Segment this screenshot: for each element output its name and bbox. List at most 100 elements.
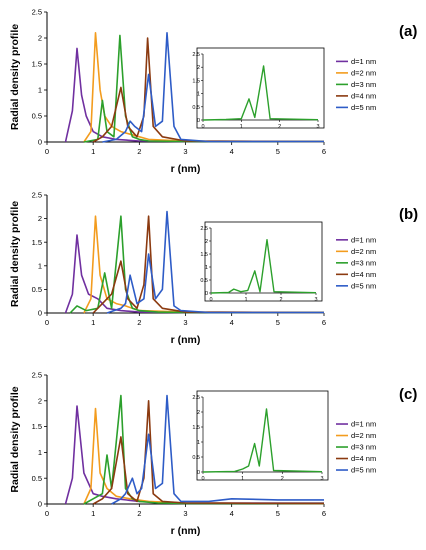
y-tick-label: 2.5 [32, 191, 42, 200]
x-axis-label: r (nm) [171, 525, 201, 537]
x-tick-label: 6 [322, 147, 326, 156]
inset-x-tick-label: 1 [241, 476, 244, 482]
legend-label-5: d=5 nm [351, 466, 376, 475]
chart-panel-c: 0 0.5 1 1.5 2 2.5 0 1 2 3 4 5 6 r (nm) Radial density … [9, 371, 417, 537]
y-tick-label: 1 [38, 261, 42, 270]
series-line-3 [83, 394, 324, 505]
inset-x-tick-label: 1 [244, 297, 247, 303]
inset-series-line-1 [202, 408, 323, 473]
x-tick-label: 2 [137, 318, 141, 327]
inset-y-tick-label: 1 [197, 92, 200, 98]
panel-label: (a) [399, 23, 417, 40]
series-line-5 [111, 394, 324, 505]
x-tick-label: 0 [45, 147, 49, 156]
panel-label: (b) [399, 206, 418, 223]
y-tick-label: 0 [38, 138, 42, 147]
x-tick-label: 5 [276, 147, 280, 156]
legend-label-2: d=2 nm [351, 247, 376, 256]
series-line-5 [102, 31, 324, 143]
inset-series-line-1 [210, 238, 317, 294]
inset-x-tick-label: 1 [240, 124, 243, 130]
chart-panel-a: 0 0.5 1 1.5 2 2.5 0 1 2 3 4 5 6 r (nm) Radial density … [9, 8, 417, 175]
inset-y-tick-label: 0 [205, 291, 208, 297]
y-tick-label: 1 [38, 448, 42, 457]
x-axis-label: r (nm) [171, 334, 201, 346]
series-line-4 [92, 37, 325, 143]
inset-y-tick-label: 1.5 [200, 252, 208, 258]
legend-label-5: d=5 nm [351, 103, 376, 112]
y-tick-label: 2.5 [32, 371, 42, 380]
legend-label-4: d=4 nm [351, 270, 376, 279]
x-tick-label: 4 [230, 318, 234, 327]
y-axis-label: Radial density profile [9, 386, 21, 492]
y-tick-label: 0 [38, 500, 42, 509]
inset-y-tick-label: 0.5 [192, 455, 200, 461]
inset-y-tick-label: 2 [197, 65, 200, 71]
x-tick-label: 4 [230, 509, 234, 518]
inset-y-tick-label: 2.5 [192, 52, 200, 58]
x-tick-label: 5 [276, 509, 280, 518]
y-tick-label: 0 [38, 309, 42, 318]
x-tick-label: 4 [230, 147, 234, 156]
x-tick-label: 6 [322, 318, 326, 327]
x-tick-label: 0 [45, 509, 49, 518]
y-axis-label: Radial density profile [9, 201, 21, 307]
inset-x-tick-label: 0 [201, 476, 204, 482]
inset-y-tick-label: 2.5 [192, 395, 200, 401]
y-tick-label: 2 [38, 214, 42, 223]
inset-chart: 0 0.5 1 1.5 2 2.5 0 1 2 3 [200, 221, 323, 303]
series-line-5 [106, 210, 324, 314]
inset-y-tick-label: 1.5 [192, 78, 200, 84]
inset-chart: 0 0.5 1 1.5 2 2.5 0 1 2 3 [192, 47, 325, 130]
y-tick-label: 1.5 [32, 422, 42, 431]
legend-label-1: d=1 nm [351, 420, 376, 429]
inset-y-tick-label: 2.5 [200, 226, 208, 232]
y-tick-label: 2 [38, 396, 42, 405]
inset-y-tick-label: 0 [197, 118, 200, 124]
y-tick-label: 0.5 [32, 112, 42, 121]
x-tick-label: 1 [91, 318, 95, 327]
legend-label-1: d=1 nm [351, 235, 376, 244]
inset-x-tick-label: 2 [281, 476, 284, 482]
chart-panel-b: 0 0.5 1 1.5 2 2.5 0 1 2 3 4 5 6 r (nm) Radial density … [9, 191, 418, 346]
inset-y-tick-label: 0.5 [192, 105, 200, 111]
x-tick-label: 2 [137, 147, 141, 156]
inset-x-tick-label: 3 [316, 124, 319, 130]
x-tick-label: 1 [91, 509, 95, 518]
legend-label-4: d=4 nm [351, 454, 376, 463]
inset-y-tick-label: 1 [205, 265, 208, 271]
inset-x-tick-label: 2 [279, 297, 282, 303]
series-line-3 [69, 215, 324, 314]
legend-label-2: d=2 nm [351, 431, 376, 440]
y-tick-label: 2.5 [32, 8, 42, 17]
y-tick-label: 1.5 [32, 60, 42, 69]
inset-chart: 0 0.5 1 1.5 2 2.5 0 1 2 3 [192, 390, 329, 482]
inset-x-tick-label: 3 [320, 476, 323, 482]
x-tick-label: 2 [137, 509, 141, 518]
legend-label-5: d=5 nm [351, 281, 376, 290]
panel-label: (c) [399, 386, 417, 403]
inset-x-tick-label: 3 [314, 297, 317, 303]
y-tick-label: 1 [38, 86, 42, 95]
inset-y-tick-label: 1.5 [192, 425, 200, 431]
inset-x-tick-label: 0 [201, 124, 204, 130]
y-tick-label: 2 [38, 34, 42, 43]
legend-label-3: d=3 nm [351, 258, 376, 267]
x-tick-label: 3 [183, 509, 187, 518]
inset-series-line-1 [202, 65, 319, 121]
inset-x-tick-label: 2 [278, 124, 281, 130]
legend-label-3: d=3 nm [351, 443, 376, 452]
x-tick-label: 3 [183, 318, 187, 327]
x-tick-label: 5 [276, 318, 280, 327]
inset-y-tick-label: 0.5 [200, 278, 208, 284]
x-tick-label: 6 [322, 509, 326, 518]
inset-y-tick-label: 2 [205, 239, 208, 245]
y-axis-label: Radial density profile [9, 24, 21, 130]
inset-x-tick-label: 0 [209, 297, 212, 303]
series-line-4 [92, 215, 325, 314]
y-tick-label: 0.5 [32, 474, 42, 483]
legend-label-3: d=3 nm [351, 80, 376, 89]
inset-y-tick-label: 2 [197, 410, 200, 416]
legend-label-1: d=1 nm [351, 57, 376, 66]
x-tick-label: 0 [45, 318, 49, 327]
